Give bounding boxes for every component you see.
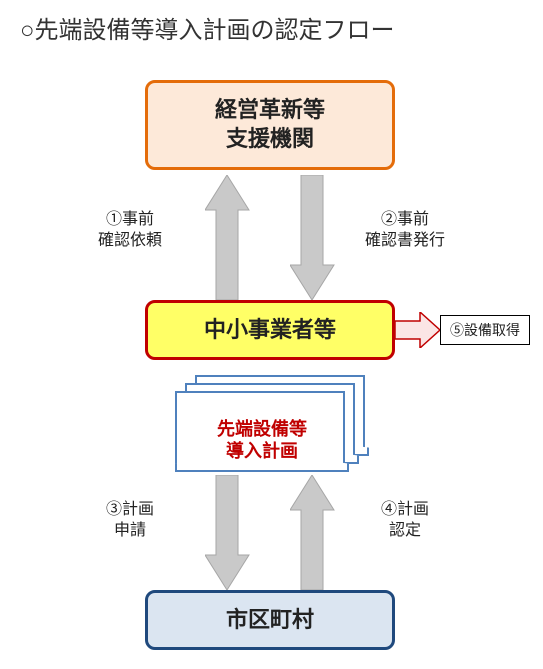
box-sme-text: 中小事業者等 bbox=[204, 316, 336, 345]
box-acquire: ⑤設備取得 bbox=[440, 315, 530, 345]
label-2: ②事前確認書発行 bbox=[355, 210, 455, 252]
arrow-right-pink bbox=[395, 312, 440, 348]
box-acquire-text: ⑤設備取得 bbox=[450, 321, 520, 339]
box-municipality-text: 市区町村 bbox=[226, 606, 314, 635]
label-1: ①事前確認依頼 bbox=[80, 210, 180, 252]
arrow-down-2 bbox=[205, 475, 250, 590]
arrow-up-1 bbox=[205, 175, 250, 300]
box-sme: 中小事業者等 bbox=[145, 300, 395, 360]
doc-page-1: 先端設備等導入計画 bbox=[175, 391, 345, 466]
box-support-org: 経営革新等支援機関 bbox=[145, 80, 395, 170]
arrow-up-2 bbox=[290, 475, 335, 590]
arrow-down-1 bbox=[290, 175, 335, 300]
box-municipality: 市区町村 bbox=[145, 590, 395, 650]
label-4: ④計画認定 bbox=[355, 500, 455, 542]
doc-text: 先端設備等導入計画 bbox=[177, 419, 347, 462]
label-3: ③計画申請 bbox=[80, 500, 180, 542]
page-title: ○先端設備等導入計画の認定フロー bbox=[20, 10, 395, 45]
doc-stack: 先端設備等導入計画 bbox=[175, 375, 365, 465]
box-support-org-text: 経営革新等支援機関 bbox=[215, 96, 325, 153]
